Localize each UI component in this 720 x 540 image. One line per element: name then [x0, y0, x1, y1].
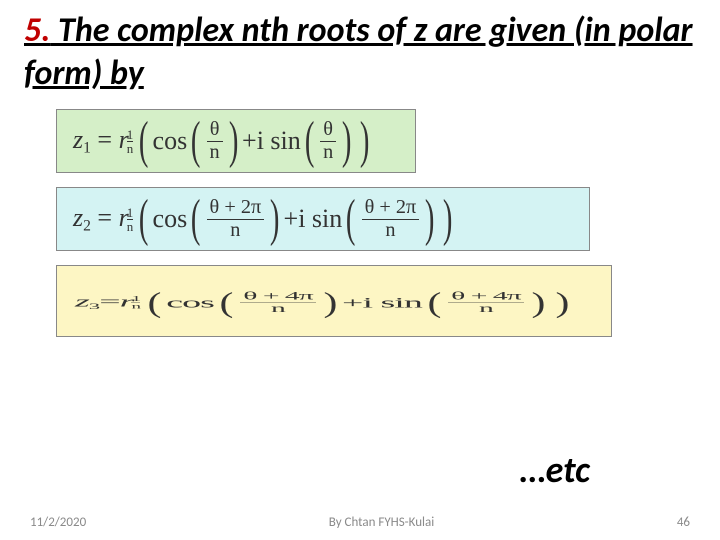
etc-text: …etc — [520, 448, 590, 492]
formula-z2: z2 = r 1n ( cos ( θ + 2πn ) + i sin ( θ … — [56, 187, 590, 251]
footer-author: By Chtan FYHS-Kulai — [329, 515, 434, 530]
title-number: 5. — [24, 10, 50, 51]
footer-date: 11/2/2020 — [30, 515, 86, 530]
formula-z3: z3=r 1n ( cos ( θ + 4πn ) +i sin ( θ + 4… — [56, 265, 612, 337]
formula-list: z1 = r 1n ( cos ( θn ) + i sin ( θn ) ) … — [0, 95, 720, 337]
footer-page: 46 — [677, 515, 690, 530]
title-text: The complex nth roots of z are given (in… — [24, 10, 693, 94]
formula-z1: z1 = r 1n ( cos ( θn ) + i sin ( θn ) ) — [56, 109, 416, 173]
footer: 11/2/2020 By Chtan FYHS-Kulai 46 — [0, 515, 720, 530]
slide-title: 5. The complex nth roots of z are given … — [0, 0, 720, 95]
